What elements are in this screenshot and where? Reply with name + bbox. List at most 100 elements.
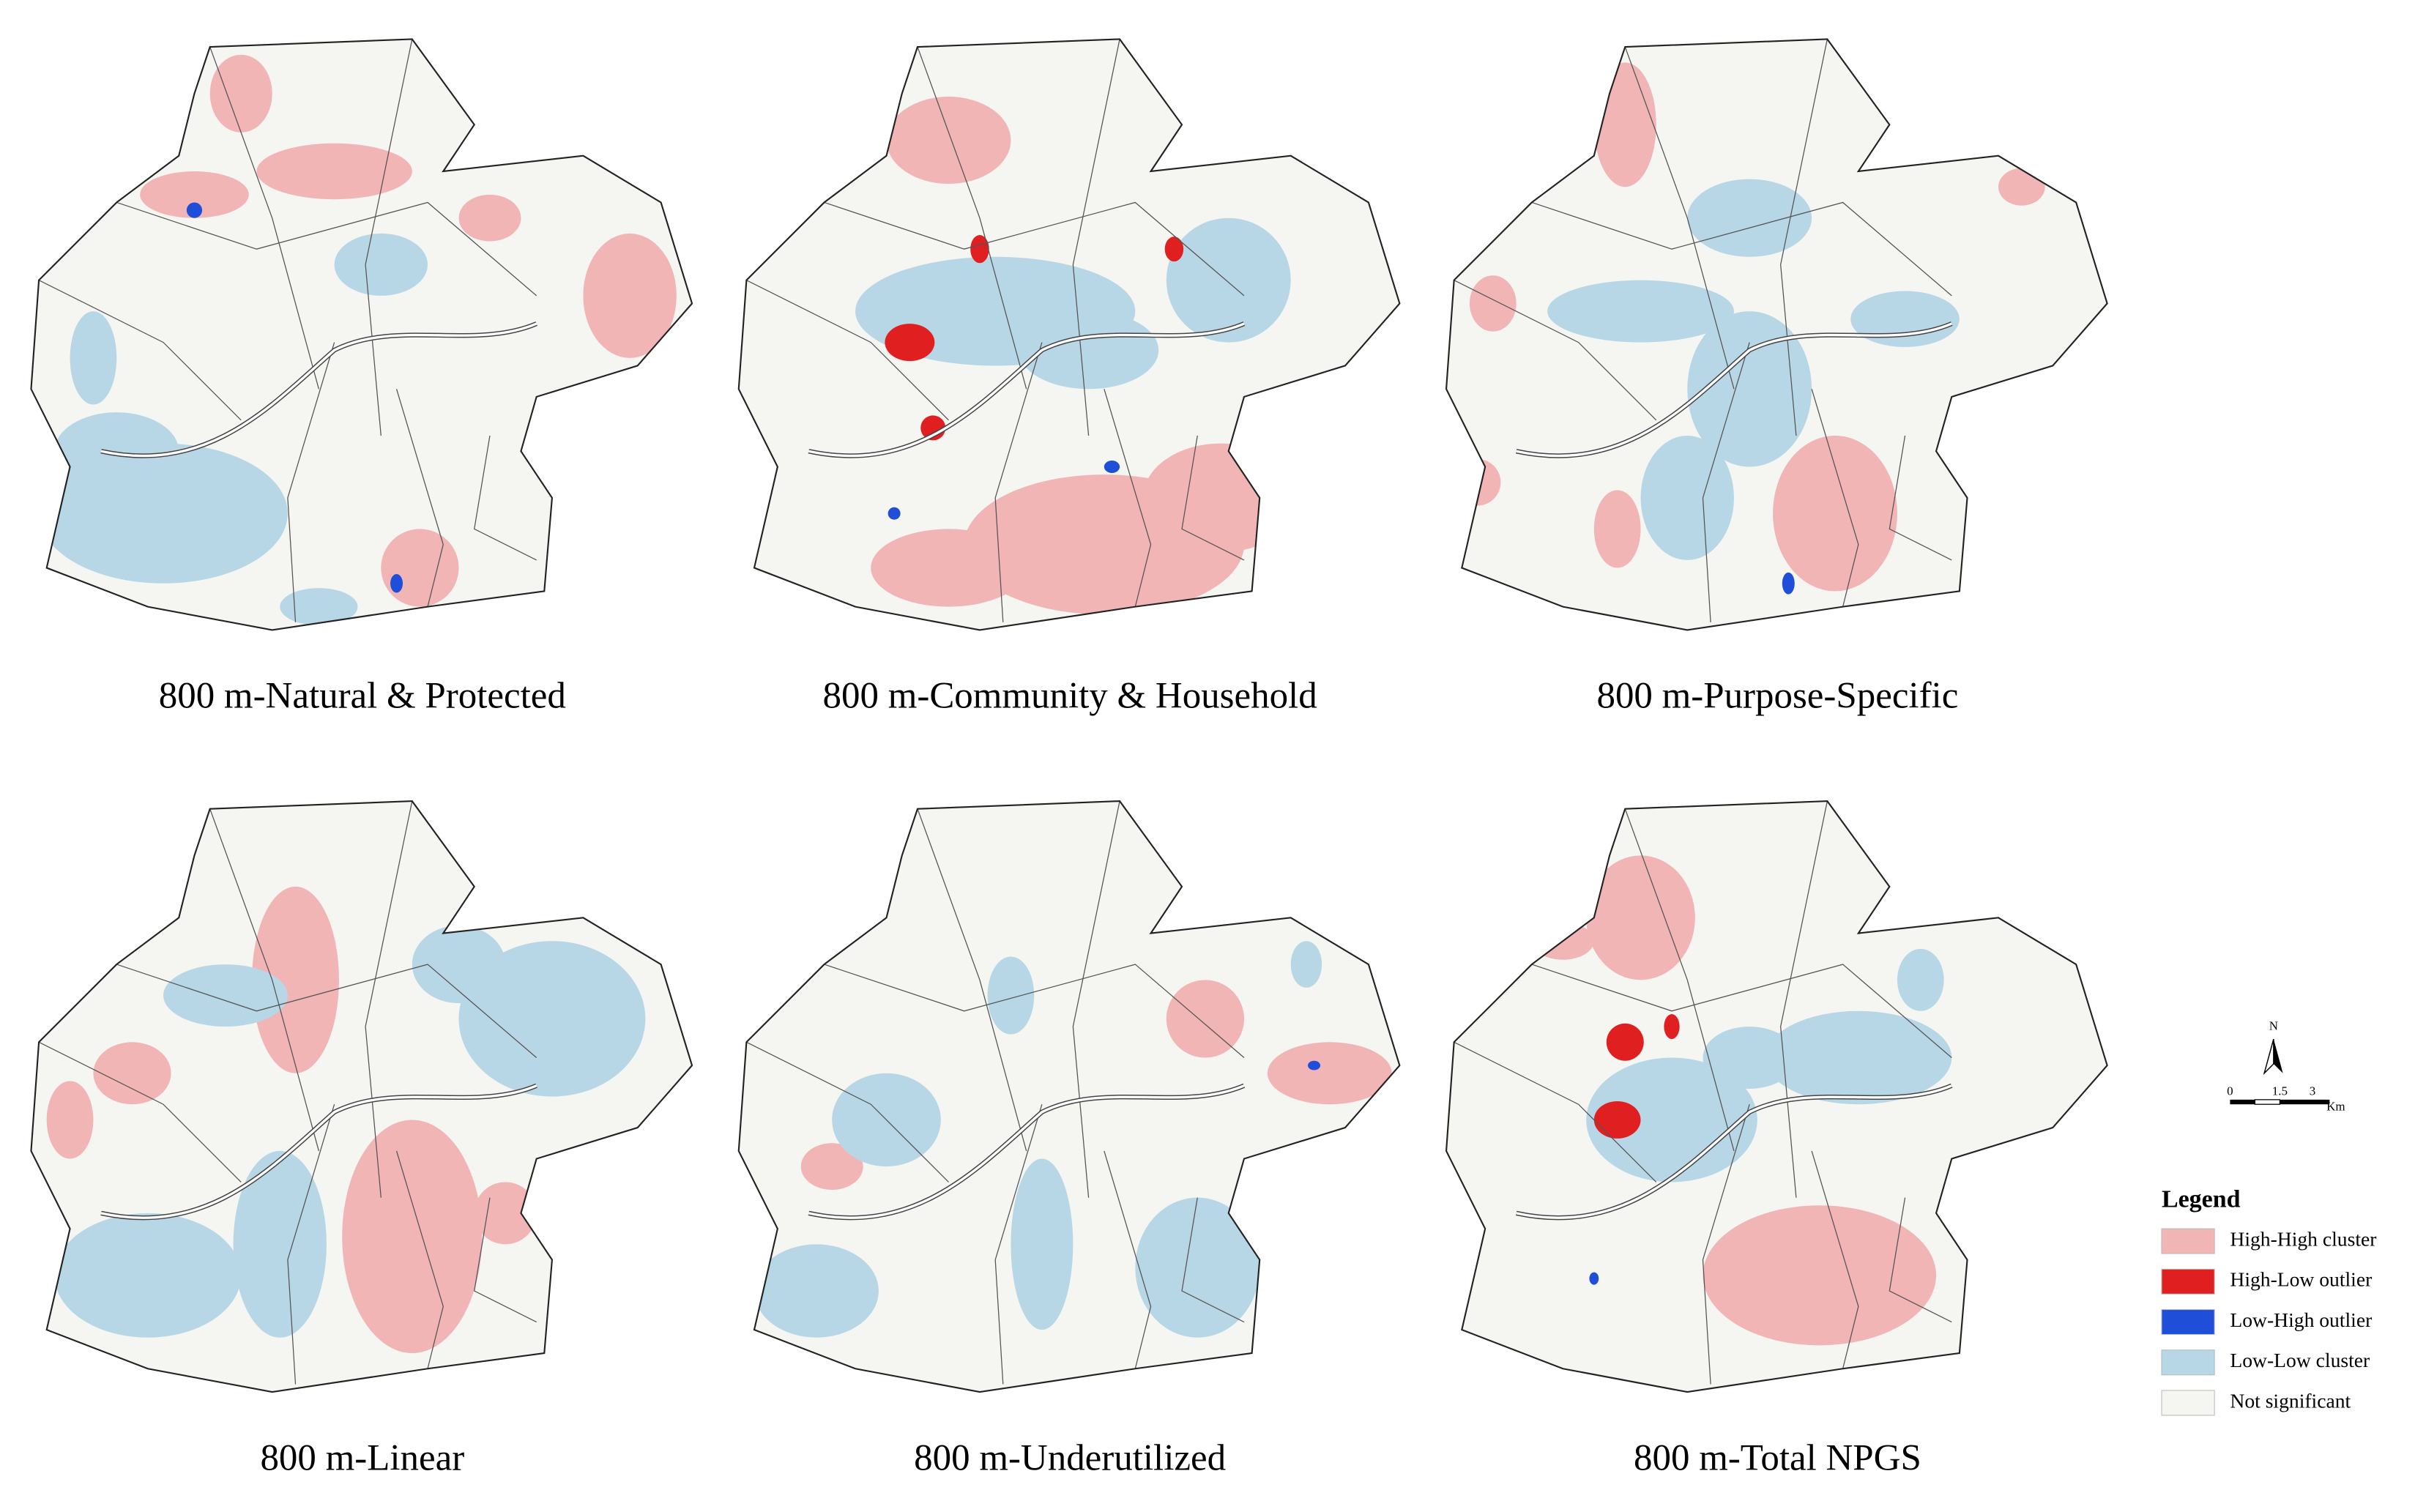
cluster-area: [140, 171, 249, 218]
cluster-area: [1664, 1014, 1680, 1040]
cluster-area: [412, 925, 506, 1004]
borough-boundary: [1889, 1197, 1952, 1323]
borough-boundary: [1104, 1150, 1152, 1369]
borough-boundary: [1889, 435, 1952, 561]
legend-label: High-Low outlier: [2230, 1268, 2372, 1291]
cluster-area: [1586, 1057, 1757, 1183]
cluster-area: [70, 311, 117, 405]
cluster-area: [1687, 179, 1812, 257]
cluster-area: [233, 1150, 327, 1338]
river: [100, 322, 537, 458]
cluster-area: [1267, 1042, 1392, 1105]
borough-boundary: [209, 808, 319, 1152]
cluster-area: [1011, 1158, 1074, 1330]
legend-label: Low-High outlier: [2230, 1308, 2372, 1331]
cluster-area: [1593, 1101, 1641, 1139]
cluster-area: [1773, 436, 1897, 592]
cluster-area: [458, 194, 521, 242]
borough-boundary: [365, 800, 413, 1198]
scale-bar: 0 1.5 3 Km: [2227, 1084, 2345, 1113]
borough-boundary: [474, 435, 537, 561]
cluster-area: [1897, 948, 1944, 1011]
cluster-area: [186, 202, 203, 218]
cluster-area: [1606, 1023, 1644, 1061]
borough-boundary: [1811, 1150, 1859, 1369]
cluster-area: [1469, 275, 1517, 332]
borough-boundary: [1531, 964, 1952, 1058]
legend-title: Legend: [2162, 1185, 2241, 1213]
cluster-area: [800, 1143, 863, 1191]
cluster-area: [1135, 1197, 1260, 1338]
borough-boundary: [917, 46, 1027, 390]
borough-boundary: [746, 280, 949, 421]
legend: Legend High-High cluster High-Low outlier…: [2161, 1185, 2376, 1416]
borough-boundary: [1104, 389, 1152, 607]
legend-swatch: [2161, 1228, 2215, 1254]
borough-boundary: [994, 342, 1043, 622]
cluster-area: [1703, 1027, 1796, 1089]
cluster-area: [1998, 168, 2045, 206]
cluster-area: [334, 233, 428, 296]
borough-boundary: [1181, 1197, 1245, 1323]
borough-boundary: [395, 1150, 444, 1369]
borough-boundary: [1072, 800, 1120, 1198]
borough-boundary: [116, 201, 537, 297]
river: [808, 322, 1245, 458]
cluster-area: [256, 143, 412, 200]
scale-tick: 1.5: [2272, 1084, 2288, 1098]
north-arrow: N: [2263, 1018, 2283, 1076]
cluster-area: [888, 507, 901, 520]
cluster-area: [390, 574, 403, 593]
map-panel: [30, 38, 693, 631]
north-arrow-shape: [2263, 1038, 2274, 1076]
cluster-area: [1164, 237, 1184, 262]
map-panel: [737, 800, 1401, 1393]
cluster-area: [1142, 443, 1299, 553]
scale-unit: Km: [2326, 1100, 2345, 1114]
cluster-areas: [1454, 62, 2045, 595]
cluster-area: [93, 1042, 171, 1105]
cluster-areas: [39, 54, 677, 626]
scale-segment: [2280, 1099, 2330, 1105]
panel-title: 800 m-Total NPGS: [1634, 1437, 1921, 1478]
cluster-area: [1593, 62, 1656, 187]
scale-segment: [2230, 1099, 2255, 1105]
cluster-area: [1308, 1060, 1321, 1070]
borough-boundary: [1811, 389, 1859, 607]
map-panel: [1445, 38, 2108, 631]
borough-boundary: [1454, 1041, 1657, 1183]
borough-boundary: [1624, 808, 1735, 1152]
borough-boundary: [1072, 39, 1120, 436]
river: [100, 1084, 537, 1219]
cluster-area: [583, 233, 677, 358]
north-arrow-shape: [2273, 1039, 2283, 1073]
borough-boundary: [1624, 46, 1735, 390]
map-panel: [1445, 800, 2108, 1393]
legend-swatch: [2161, 1309, 2215, 1336]
cluster-area: [1547, 280, 1734, 343]
north-label: N: [2269, 1018, 2278, 1032]
legend-label: Low-Low cluster: [2230, 1349, 2370, 1371]
borough-boundary: [1531, 201, 1952, 297]
cluster-area: [871, 529, 1027, 607]
map-panel: [737, 38, 1401, 631]
cluster-area: [970, 235, 989, 264]
cluster-area: [342, 1120, 483, 1354]
borough-boundary: [1702, 342, 1750, 622]
river: [1516, 1084, 1952, 1219]
borough-boundary: [474, 1197, 537, 1323]
cluster-area: [1290, 941, 1322, 988]
river: [808, 1084, 1245, 1219]
cluster-area: [46, 1081, 94, 1159]
cluster-area: [886, 97, 1011, 184]
panel-title: 800 m-Natural & Protected: [159, 676, 566, 717]
borough-boundary: [365, 39, 413, 436]
panel-title: 800 m-Community & Household: [823, 676, 1317, 717]
borough-boundary: [395, 389, 444, 607]
cluster-areas: [1531, 855, 1952, 1346]
cluster-area: [987, 956, 1035, 1035]
cluster-area: [209, 54, 272, 133]
cluster-area: [1640, 436, 1734, 560]
